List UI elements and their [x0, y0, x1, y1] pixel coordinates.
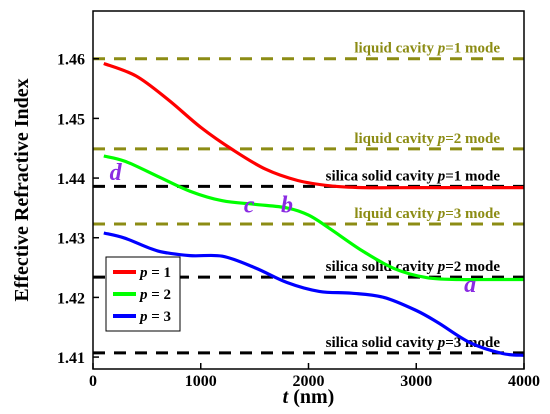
y-tick-label: 1.45	[57, 111, 85, 128]
y-axis-ticks: 1.41 1.42 1.43 1.44 1.45 1.46	[57, 52, 99, 367]
legend: p = 1p = 2p = 3	[105, 256, 181, 332]
point-annotation: c	[244, 193, 255, 219]
point-annotation: d	[110, 160, 123, 186]
annotations: d c b a	[110, 160, 476, 298]
x-axis-label-variable: t	[283, 386, 290, 408]
legend-label: p = 1	[138, 265, 171, 281]
legend-label: p = 3	[138, 309, 171, 325]
x-axis-label: t (nm)	[283, 386, 335, 408]
reference-line-label-suffix: =2 mode	[445, 259, 500, 275]
series-line	[103, 154, 524, 282]
reference-line-label-variable: p	[436, 335, 446, 351]
reference-line-label-prefix: silica solid cavity	[326, 168, 438, 184]
y-tick-label: 1.43	[57, 231, 85, 248]
x-tick-label: 4000	[508, 373, 540, 390]
reference-line-label-suffix: =1 mode	[445, 168, 500, 184]
x-tick-label: 1000	[185, 373, 217, 390]
reference-line-label-prefix: silica solid cavity	[326, 335, 438, 351]
reference-line-label-variable: p	[436, 131, 446, 147]
legend-label-variable: p	[138, 265, 148, 281]
y-tick-label: 1.44	[57, 171, 85, 188]
y-tick-label: 1.46	[57, 52, 85, 69]
reference-line-label-variable: p	[436, 259, 446, 275]
point-annotation: b	[281, 193, 293, 219]
y-axis-label: Effective Refractive Index	[11, 78, 33, 301]
reference-line-label-suffix: =1 mode	[445, 41, 500, 57]
x-tick-label: 0	[89, 373, 97, 390]
legend-label-variable: p	[138, 287, 148, 303]
legend-label-variable: p	[138, 309, 148, 325]
reference-line-label-suffix: =3 mode	[445, 206, 500, 222]
reference-line-label-variable: p	[436, 206, 446, 222]
reference-line-label-prefix: liquid cavity	[354, 131, 437, 147]
x-axis-label-unit: (nm)	[288, 386, 334, 408]
reference-line-label-suffix: =2 mode	[445, 131, 500, 147]
series-lines	[103, 61, 525, 357]
reference-line-label: silica solid cavity p=2 mode	[326, 259, 501, 275]
reference-line-label-prefix: liquid cavity	[354, 41, 437, 57]
x-tick-label: 2000	[293, 373, 325, 390]
series-line	[103, 61, 524, 190]
reference-line-label: liquid cavity p=3 mode	[354, 206, 500, 222]
reference-line-label-prefix: silica solid cavity	[326, 259, 438, 275]
point-annotation: a	[464, 272, 476, 298]
x-axis-ticks: 0 1000 2000 3000 4000	[89, 363, 540, 390]
legend-label-value: = 3	[148, 309, 172, 325]
legend-label-value: = 1	[148, 265, 172, 281]
reference-line-label-prefix: liquid cavity	[354, 206, 437, 222]
series-line	[103, 231, 525, 357]
y-tick-label: 1.42	[57, 290, 85, 307]
reference-line-label: liquid cavity p=1 mode	[354, 41, 500, 57]
x-tick-label: 3000	[400, 373, 432, 390]
reference-line-label-variable: p	[436, 168, 446, 184]
legend-label: p = 2	[138, 287, 171, 303]
y-tick-label: 1.41	[57, 350, 85, 367]
reference-line-label: liquid cavity p=2 mode	[354, 131, 500, 147]
legend-label-value: = 2	[148, 287, 172, 303]
reference-line-label: silica solid cavity p=1 mode	[326, 168, 501, 184]
reference-line-label-variable: p	[436, 41, 446, 57]
